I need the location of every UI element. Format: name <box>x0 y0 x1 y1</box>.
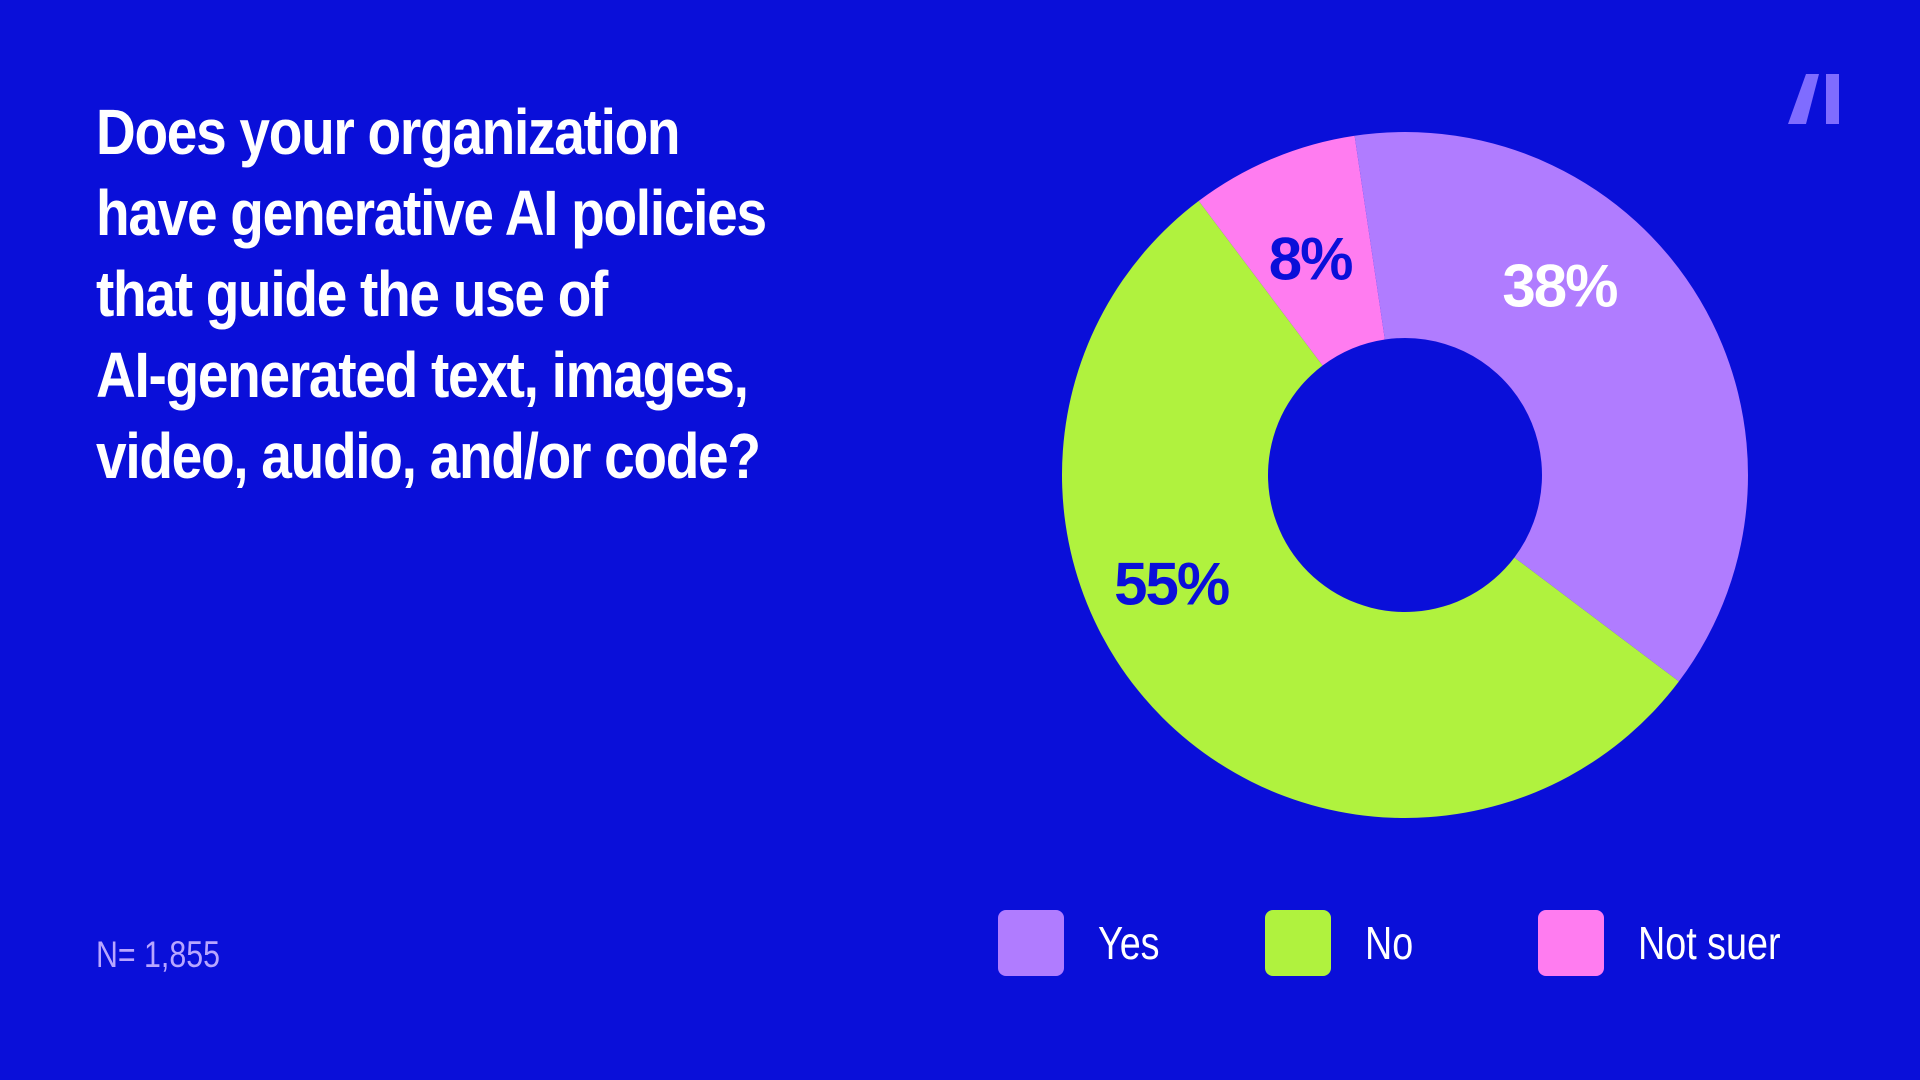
legend-item-no: No <box>1265 910 1424 976</box>
question-line: have generative AI policies <box>96 177 767 249</box>
donut-slice-yes <box>1354 132 1748 682</box>
donut-slice-not-suer <box>1198 135 1385 366</box>
logo-letter-a <box>1788 74 1819 124</box>
question-line: Does your organization <box>96 96 681 168</box>
legend-label-yes: Yes <box>1098 917 1160 969</box>
logo-letter-i <box>1826 74 1839 124</box>
legend-swatch-no <box>1265 910 1331 976</box>
legend-item-not-sure: Not suer <box>1538 910 1812 976</box>
sample-size-label: N= 1,855 <box>96 934 220 975</box>
slice-label-no: 55% <box>1114 550 1229 617</box>
legend-item-yes: Yes <box>998 910 1173 976</box>
legend-swatch-not-sure <box>1538 910 1604 976</box>
legend-label-not-sure: Not suer <box>1638 917 1781 969</box>
question-line: AI-generated text, images, <box>96 339 749 411</box>
question-line: that guide the use of <box>96 258 608 330</box>
slice-label-yes: 38% <box>1502 253 1617 320</box>
question-title: Does your organization have generative A… <box>96 92 801 497</box>
legend-swatch-yes <box>998 910 1064 976</box>
donut-slice-no <box>1062 200 1679 818</box>
slice-label-not-suer: 8% <box>1269 225 1352 292</box>
legend-label-no: No <box>1365 917 1414 969</box>
question-line: video, audio, and/or code? <box>96 420 761 492</box>
ai-logo-icon <box>1788 74 1839 124</box>
donut-chart: 55% 8% 38% <box>1062 132 1748 818</box>
